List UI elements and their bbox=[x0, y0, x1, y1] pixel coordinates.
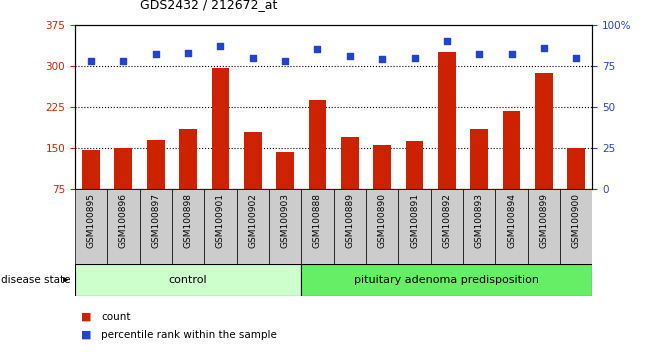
Text: GSM100900: GSM100900 bbox=[572, 193, 581, 248]
Point bbox=[247, 55, 258, 61]
Point bbox=[150, 52, 161, 57]
Bar bbox=[236, 189, 269, 264]
Text: GSM100890: GSM100890 bbox=[378, 193, 387, 248]
Text: GSM100898: GSM100898 bbox=[184, 193, 193, 248]
Text: GSM100901: GSM100901 bbox=[216, 193, 225, 248]
Bar bbox=[406, 141, 423, 189]
Bar bbox=[172, 189, 204, 264]
Bar bbox=[463, 189, 495, 264]
Bar bbox=[398, 189, 431, 264]
Bar bbox=[495, 189, 528, 264]
Bar bbox=[212, 68, 229, 189]
Point bbox=[312, 47, 323, 52]
Text: GSM100903: GSM100903 bbox=[281, 193, 290, 248]
Text: percentile rank within the sample: percentile rank within the sample bbox=[101, 330, 277, 339]
Text: GSM100889: GSM100889 bbox=[345, 193, 354, 248]
Text: GSM100888: GSM100888 bbox=[313, 193, 322, 248]
Point bbox=[280, 58, 290, 64]
Bar bbox=[115, 148, 132, 189]
Text: ■: ■ bbox=[81, 312, 92, 322]
Text: GSM100893: GSM100893 bbox=[475, 193, 484, 248]
Bar bbox=[333, 189, 366, 264]
Text: count: count bbox=[101, 312, 130, 322]
Bar bbox=[366, 189, 398, 264]
Bar bbox=[179, 129, 197, 189]
Text: GSM100896: GSM100896 bbox=[119, 193, 128, 248]
Bar bbox=[470, 129, 488, 189]
Text: GSM100897: GSM100897 bbox=[151, 193, 160, 248]
Point bbox=[571, 55, 581, 61]
Bar bbox=[373, 145, 391, 189]
Bar bbox=[431, 189, 463, 264]
Bar bbox=[560, 189, 592, 264]
Bar bbox=[244, 132, 262, 189]
Bar bbox=[309, 100, 326, 189]
Text: ■: ■ bbox=[81, 330, 92, 339]
Text: GSM100894: GSM100894 bbox=[507, 193, 516, 248]
Point bbox=[474, 52, 484, 57]
Point bbox=[506, 52, 517, 57]
Point bbox=[377, 57, 387, 62]
Bar bbox=[107, 189, 139, 264]
Bar bbox=[301, 189, 333, 264]
Text: GDS2432 / 212672_at: GDS2432 / 212672_at bbox=[140, 0, 277, 11]
Bar bbox=[269, 189, 301, 264]
Text: GSM100899: GSM100899 bbox=[540, 193, 548, 248]
Bar bbox=[82, 150, 100, 189]
Bar bbox=[204, 189, 236, 264]
Text: pituitary adenoma predisposition: pituitary adenoma predisposition bbox=[354, 275, 539, 285]
Point bbox=[441, 38, 452, 44]
Point bbox=[538, 45, 549, 51]
Text: GSM100892: GSM100892 bbox=[442, 193, 451, 248]
Bar bbox=[503, 111, 520, 189]
Bar bbox=[535, 73, 553, 189]
Bar bbox=[567, 148, 585, 189]
Bar bbox=[341, 137, 359, 189]
Text: control: control bbox=[169, 275, 208, 285]
Point bbox=[344, 53, 355, 59]
Point bbox=[118, 58, 129, 64]
Bar bbox=[75, 189, 107, 264]
Point bbox=[409, 55, 420, 61]
Bar bbox=[75, 264, 301, 296]
Bar bbox=[438, 52, 456, 189]
Text: GSM100895: GSM100895 bbox=[87, 193, 96, 248]
Text: GSM100891: GSM100891 bbox=[410, 193, 419, 248]
Bar bbox=[147, 140, 165, 189]
Bar bbox=[276, 152, 294, 189]
Bar bbox=[139, 189, 172, 264]
Point bbox=[86, 58, 96, 64]
Bar bbox=[528, 189, 560, 264]
Point bbox=[183, 50, 193, 56]
Point bbox=[215, 43, 226, 49]
Text: disease state: disease state bbox=[1, 275, 70, 285]
Text: GSM100902: GSM100902 bbox=[248, 193, 257, 248]
Bar bbox=[301, 264, 592, 296]
